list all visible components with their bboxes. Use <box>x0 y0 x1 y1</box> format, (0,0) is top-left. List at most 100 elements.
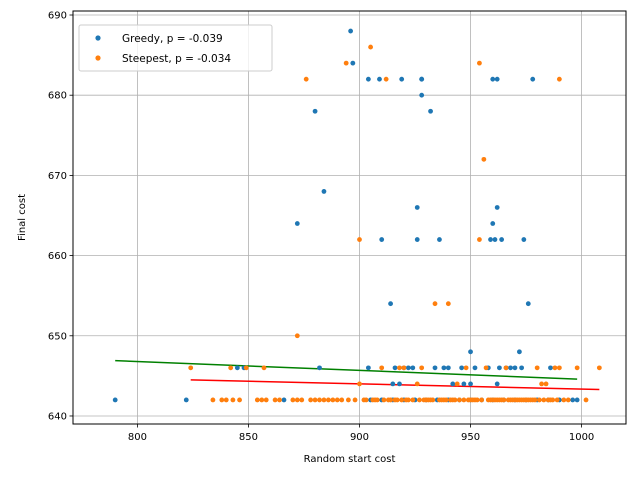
y-tick-label: 640 <box>48 411 67 422</box>
steepest-point <box>272 397 278 403</box>
greedy-point <box>112 397 118 403</box>
greedy-point <box>492 237 498 242</box>
steepest-point <box>432 301 438 307</box>
steepest-point <box>505 397 511 403</box>
greedy-point <box>234 365 240 371</box>
greedy-point <box>397 381 402 387</box>
x-axis-label: Random start cost <box>304 454 396 465</box>
steepest-point <box>492 397 498 403</box>
steepest-point <box>556 365 562 371</box>
greedy-point <box>468 349 473 355</box>
steepest-point <box>463 365 469 371</box>
steepest-point <box>481 156 487 162</box>
steepest-point <box>583 397 589 403</box>
x-tick-label: 800 <box>128 432 147 443</box>
greedy-point <box>419 76 425 82</box>
y-tick-label: 660 <box>48 251 67 262</box>
steepest-point <box>397 365 402 371</box>
steepest-point <box>534 365 540 371</box>
greedy-point <box>530 76 536 82</box>
steepest-point <box>488 397 493 403</box>
greedy-point <box>350 60 356 66</box>
steepest-point <box>308 397 314 403</box>
steepest-point <box>312 397 318 403</box>
y-axis-ticks: 640 650 660 670 680 690 <box>48 11 73 422</box>
steepest-point <box>556 76 562 82</box>
greedy-point <box>519 365 525 371</box>
steepest-point <box>545 397 551 403</box>
steepest-point <box>303 76 309 82</box>
greedy-point <box>414 205 420 210</box>
steepest-point <box>550 397 556 403</box>
y-tick-label: 680 <box>48 91 67 102</box>
steepest-point <box>443 397 449 403</box>
greedy-point <box>399 76 405 82</box>
greedy-point <box>499 237 505 242</box>
steepest-point <box>401 365 407 371</box>
steepest-point <box>399 397 405 403</box>
steepest-point <box>543 381 549 387</box>
steepest-point <box>497 397 502 403</box>
steepest-point <box>596 365 602 371</box>
greedy-point <box>521 237 527 242</box>
greedy-point <box>428 108 433 114</box>
greedy-point <box>365 76 371 82</box>
steepest-point <box>417 397 422 403</box>
greedy-point <box>570 397 576 403</box>
greedy-point <box>490 76 496 82</box>
steepest-point <box>254 397 260 403</box>
steepest-point <box>372 397 378 403</box>
plot-frame <box>72 10 627 425</box>
steepest-point <box>565 397 571 403</box>
steepest-point <box>317 397 322 403</box>
greedy-point <box>494 76 500 82</box>
steepest-point <box>290 397 296 403</box>
steepest-point <box>294 397 300 403</box>
greedy-point <box>459 365 465 371</box>
steepest-point <box>536 397 542 403</box>
steepest-point <box>219 397 225 403</box>
greedy-point <box>405 365 411 371</box>
steepest-point <box>430 397 436 403</box>
steepest-point <box>259 397 265 403</box>
steepest-point <box>263 397 269 403</box>
steepest-point <box>510 397 516 403</box>
steepest-point <box>501 397 507 403</box>
legend-label-greedy: Greedy, p = -0.039 <box>122 33 223 45</box>
data-points <box>112 28 602 403</box>
greedy-point <box>365 365 371 371</box>
greedy-point <box>472 365 478 371</box>
steepest-point <box>554 397 560 403</box>
steepest-point <box>223 397 229 403</box>
steepest-point <box>539 381 545 387</box>
legend: Greedy, p = -0.039 Steepest, p = -0.034 <box>78 24 273 72</box>
y-tick-label: 650 <box>48 331 67 342</box>
steepest-point <box>210 397 216 403</box>
greedy-point <box>414 237 420 242</box>
greedy-point <box>392 365 398 371</box>
greedy-point <box>294 221 300 226</box>
greedy-point <box>548 365 553 371</box>
y-axis-label: Final cost <box>17 194 28 241</box>
steepest-point <box>381 397 387 403</box>
legend-box <box>78 24 273 72</box>
greedy-point <box>441 365 447 371</box>
greedy-point <box>450 381 456 387</box>
greedy-point <box>437 237 442 242</box>
greedy-point <box>525 301 531 307</box>
steepest-point <box>321 397 327 403</box>
steepest-point <box>403 397 409 403</box>
steepest-point <box>461 397 467 403</box>
greedy-point <box>390 381 396 387</box>
steepest-point <box>574 365 580 371</box>
greedy-point <box>419 92 425 98</box>
fit-line-greedy <box>115 359 578 380</box>
steepest-point <box>519 397 525 403</box>
steepest-point <box>470 397 476 403</box>
x-tick-label: 1000 <box>569 432 594 443</box>
steepest-point <box>421 397 427 403</box>
steepest-point <box>465 397 471 403</box>
steepest-point <box>368 44 373 50</box>
steepest-point <box>277 397 282 403</box>
